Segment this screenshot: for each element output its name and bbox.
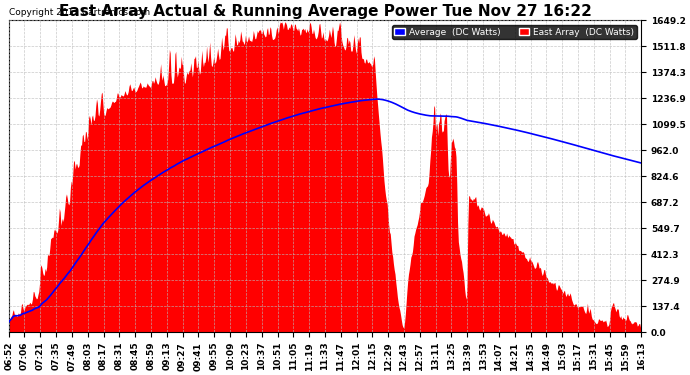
- Legend: Average  (DC Watts), East Array  (DC Watts): Average (DC Watts), East Array (DC Watts…: [392, 25, 637, 39]
- Title: East Array Actual & Running Average Power Tue Nov 27 16:22: East Array Actual & Running Average Powe…: [59, 4, 591, 19]
- Text: Copyright 2012 Cartronics.com: Copyright 2012 Cartronics.com: [9, 8, 150, 17]
